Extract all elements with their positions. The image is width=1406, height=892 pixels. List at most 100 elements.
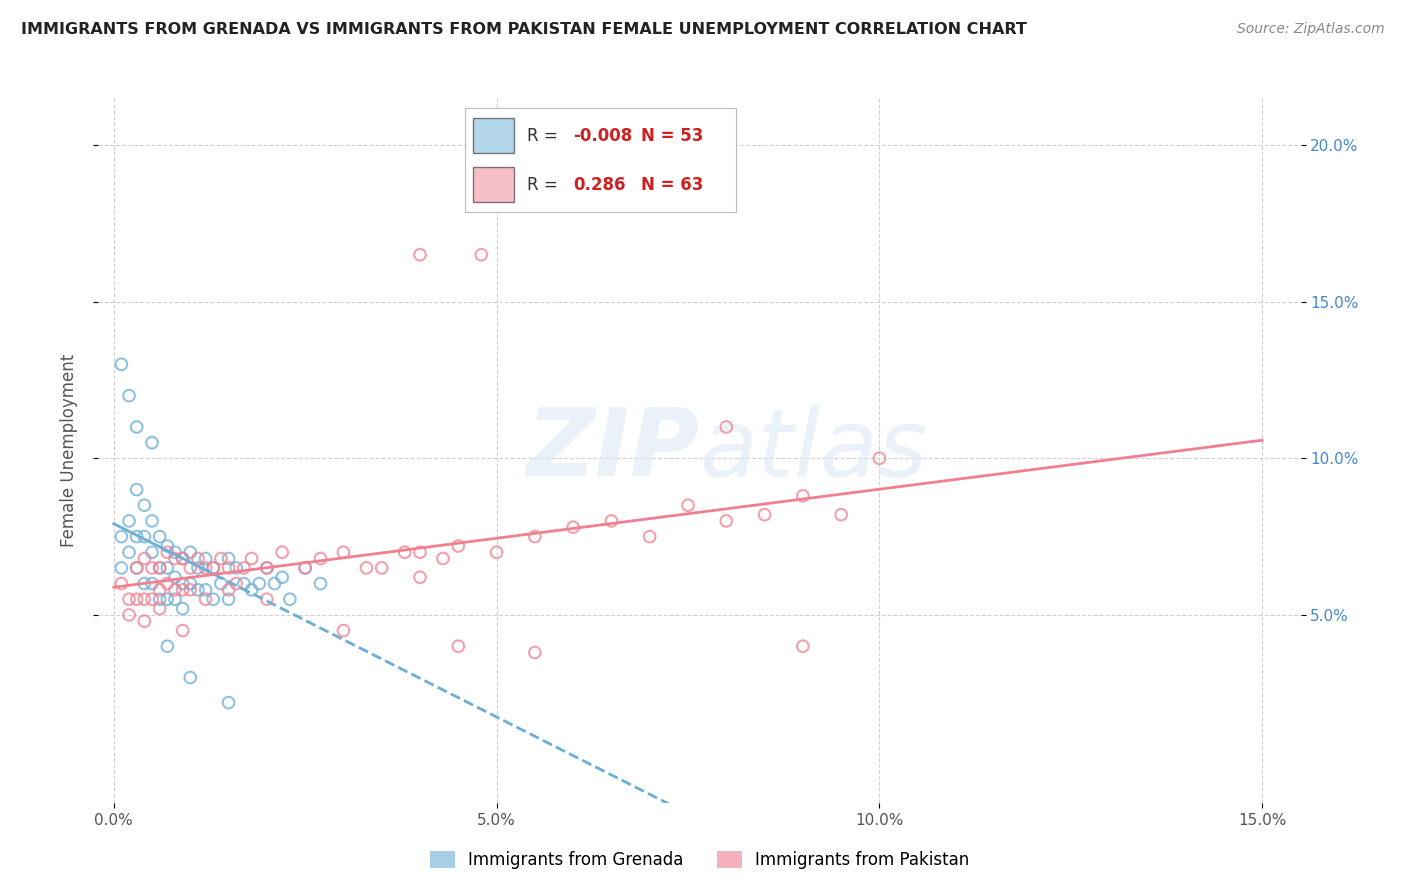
Point [209,576,232,591]
Point [110,561,132,575]
Point [218,551,240,566]
Point [141,435,163,450]
Point [163,570,186,584]
Point [125,530,148,544]
Point [447,539,470,553]
Point [149,561,172,575]
Point [163,592,186,607]
Point [432,551,454,566]
Point [716,514,738,528]
Point [232,576,254,591]
Point [179,576,201,591]
Point [156,545,179,559]
Point [232,561,254,575]
Point [134,592,156,607]
Point [149,582,172,597]
Point [792,639,814,653]
Point [278,592,301,607]
Point [110,357,132,371]
Point [187,561,209,575]
Point [156,539,179,553]
Point [830,508,852,522]
Point [394,545,416,559]
Point [187,582,209,597]
Point [125,561,148,575]
Point [179,671,201,685]
Point [309,576,332,591]
Point [240,582,263,597]
Point [240,551,263,566]
Point [370,561,392,575]
Point [247,576,270,591]
Point [447,639,470,653]
Point [134,551,156,566]
Point [172,624,194,638]
Point [149,601,172,615]
Point [294,561,316,575]
Point [256,561,278,575]
Point [156,592,179,607]
Point [792,489,814,503]
Point [141,592,163,607]
Point [172,551,194,566]
Point [141,576,163,591]
Point [202,561,225,575]
Point [600,514,623,528]
Point [134,576,156,591]
Text: IMMIGRANTS FROM GRENADA VS IMMIGRANTS FROM PAKISTAN FEMALE UNEMPLOYMENT CORRELAT: IMMIGRANTS FROM GRENADA VS IMMIGRANTS FR… [21,22,1026,37]
Point [271,570,294,584]
Point [134,498,156,512]
Point [179,561,201,575]
Point [225,576,247,591]
Point [172,551,194,566]
Point [562,520,585,534]
Y-axis label: Female Unemployment: Female Unemployment [59,354,77,547]
Point [118,607,141,622]
Point [125,483,148,497]
Text: ZIP: ZIP [527,404,700,497]
Point [118,389,141,403]
Point [110,576,132,591]
Point [118,592,141,607]
Point [256,592,278,607]
Point [263,576,285,591]
Point [676,498,699,512]
Point [149,592,172,607]
Point [156,639,179,653]
Point [156,576,179,591]
Point [294,561,316,575]
Point [409,545,432,559]
Text: Source: ZipAtlas.com: Source: ZipAtlas.com [1237,22,1385,37]
Point [332,545,354,559]
Point [163,551,186,566]
Point [149,530,172,544]
Point [118,545,141,559]
Point [332,624,354,638]
Point [134,614,156,628]
Point [125,561,148,575]
Point [716,420,738,434]
Point [271,545,294,559]
Point [172,576,194,591]
Point [638,530,661,544]
Point [110,530,132,544]
Point [134,530,156,544]
Point [141,545,163,559]
Point [202,561,225,575]
Point [218,582,240,597]
Point [172,582,194,597]
Point [125,592,148,607]
Point [141,561,163,575]
Point [194,561,217,575]
Point [470,248,492,262]
Point [163,582,186,597]
Point [523,645,546,659]
Point [194,592,217,607]
Point [409,248,432,262]
Point [218,561,240,575]
Point [163,545,186,559]
Text: atlas: atlas [700,405,928,496]
Point [179,545,201,559]
Point [754,508,776,522]
Point [141,514,163,528]
